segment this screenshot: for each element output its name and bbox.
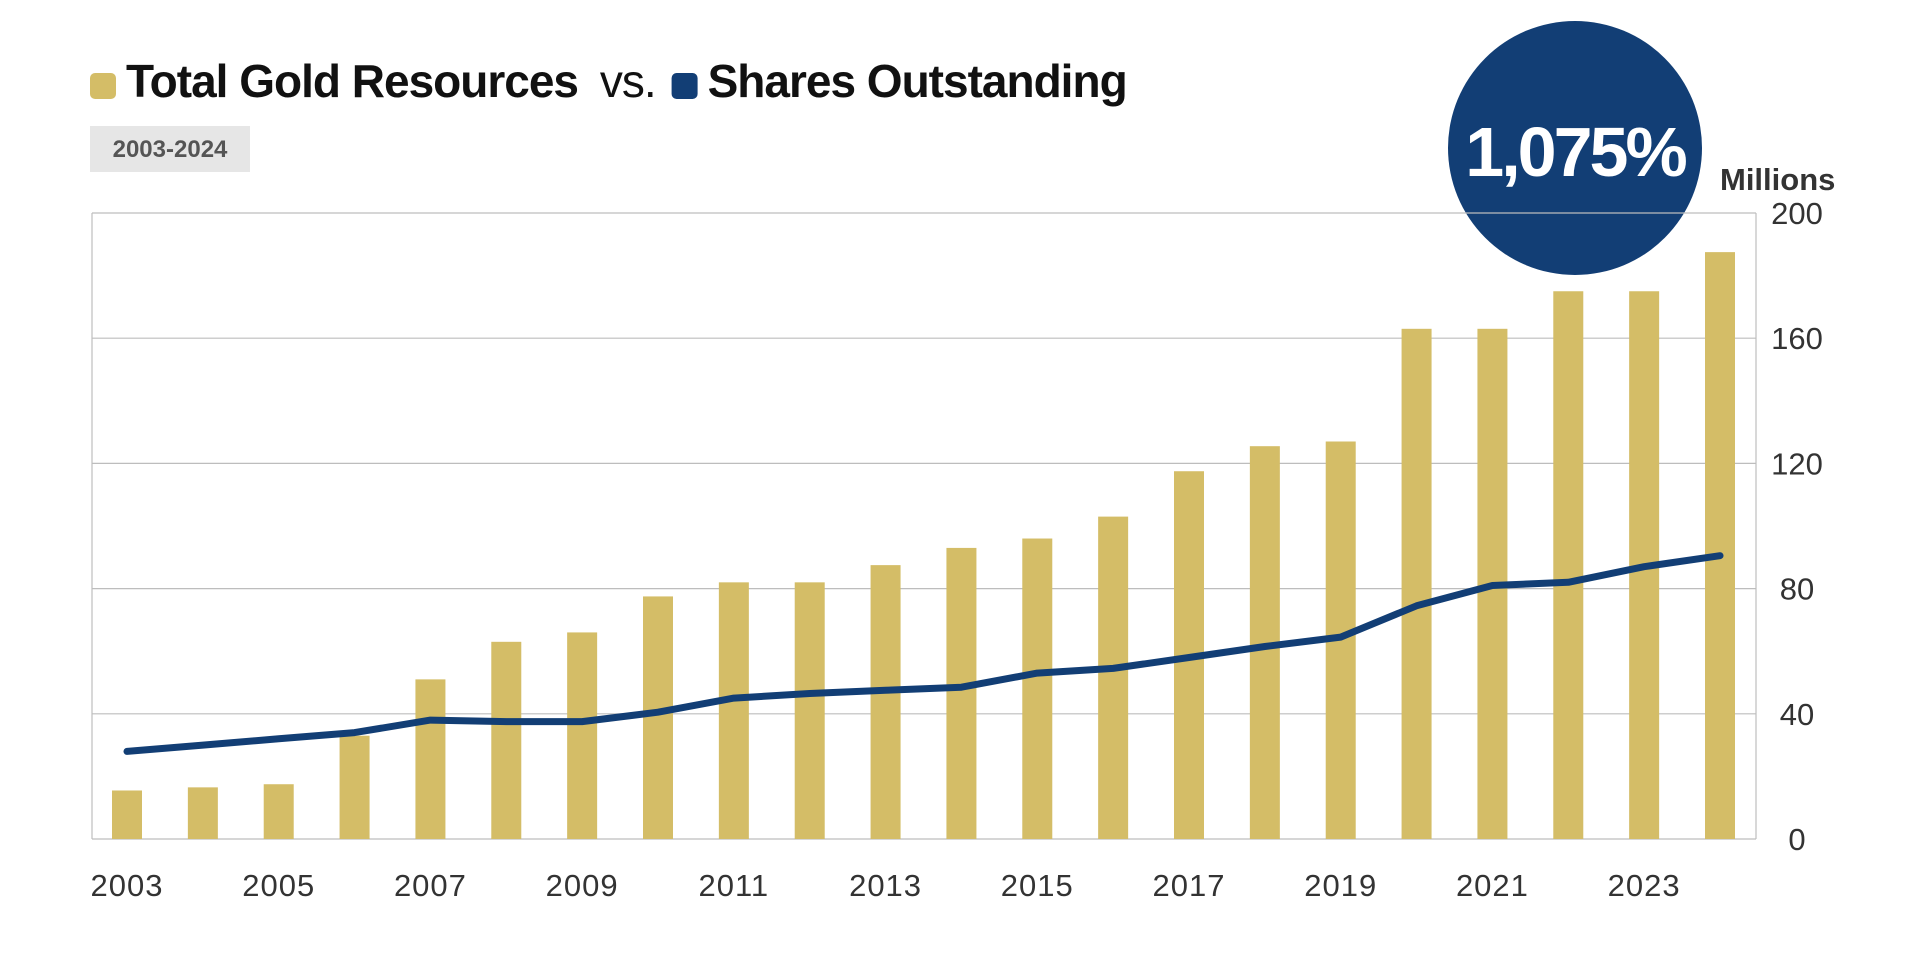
chart-title: Total Gold Resources vs. xyxy=(126,55,656,107)
bar-2006 xyxy=(340,736,370,839)
x-tick-label-2007: 2007 xyxy=(394,868,467,903)
x-tick-label-2003: 2003 xyxy=(91,868,164,903)
y-tick-label-80: 80 xyxy=(1780,572,1814,607)
callout-value: 1,075% xyxy=(1465,113,1686,191)
y-tick-label-0: 0 xyxy=(1788,822,1805,857)
bar-2004 xyxy=(188,787,218,839)
x-tick-label-2019: 2019 xyxy=(1304,868,1377,903)
y-tick-label-120: 120 xyxy=(1771,446,1823,481)
bar-2008 xyxy=(491,642,521,839)
y-tick-label-200: 200 xyxy=(1771,196,1823,231)
title-series2-label: Shares Outstanding xyxy=(708,55,1127,107)
bar-2003 xyxy=(112,790,142,839)
unit-label: Millions xyxy=(1720,162,1835,197)
title-connector: vs. xyxy=(600,55,656,107)
bars-layer xyxy=(112,252,1735,839)
legend-swatch-navy xyxy=(672,73,698,99)
y-tick-labels: 0 40 80 120 160 200 xyxy=(1771,196,1823,857)
x-tick-label-2023: 2023 xyxy=(1608,868,1681,903)
bar-2010 xyxy=(643,596,673,839)
bar-2014 xyxy=(946,548,976,839)
bar-2012 xyxy=(795,582,825,839)
bar-2013 xyxy=(871,565,901,839)
bar-2024 xyxy=(1705,252,1735,839)
bar-2011 xyxy=(719,582,749,839)
bar-2015 xyxy=(1022,539,1052,839)
legend-swatch-gold xyxy=(90,73,116,99)
x-tick-label-2011: 2011 xyxy=(699,868,770,903)
bar-2009 xyxy=(567,632,597,839)
y-tick-label-40: 40 xyxy=(1780,697,1814,732)
x-tick-labels: 2003 2005 2007 2009 2011 2013 2015 2017 2019 2021… xyxy=(91,868,1681,903)
title-series1-label: Total Gold Resources xyxy=(126,55,578,107)
x-tick-label-2013: 2013 xyxy=(849,868,922,903)
subtitle-badge: 2003-2024 xyxy=(113,136,228,163)
x-tick-label-2009: 2009 xyxy=(546,868,619,903)
x-tick-label-2005: 2005 xyxy=(242,868,315,903)
x-tick-label-2021: 2021 xyxy=(1456,868,1529,903)
bar-2007 xyxy=(415,679,445,839)
bar-2022 xyxy=(1553,291,1583,839)
x-tick-label-2015: 2015 xyxy=(1001,868,1074,903)
bar-2016 xyxy=(1098,517,1128,839)
bar-2020 xyxy=(1402,329,1432,839)
bar-2005 xyxy=(264,784,294,839)
y-tick-label-160: 160 xyxy=(1771,321,1823,356)
x-tick-label-2017: 2017 xyxy=(1153,868,1226,903)
